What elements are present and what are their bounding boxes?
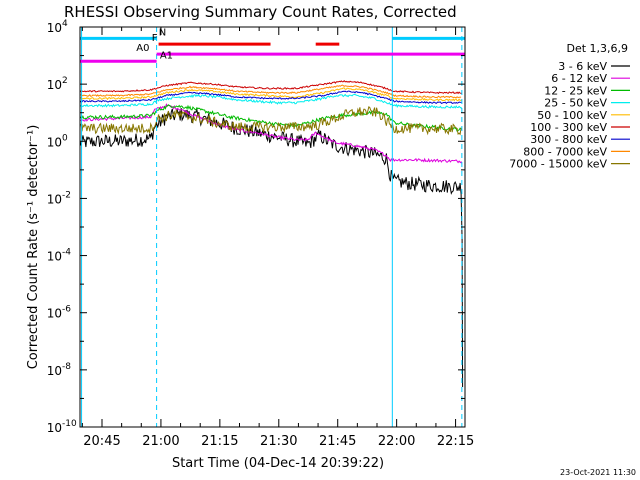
legend-label: 50 - 100 keV (537, 109, 607, 122)
status-label-n: N (159, 27, 166, 38)
time-markers (81, 27, 463, 427)
legend-label: 100 - 300 keV (530, 121, 607, 134)
legend-label: 800 - 7000 keV (523, 145, 607, 158)
status-label-f: F (152, 33, 158, 44)
series-line-6 (79, 90, 462, 105)
status-label-a1: A1 (160, 50, 173, 61)
legend-label: 300 - 800 keV (530, 133, 607, 146)
legend-label: 3 - 6 keV (558, 60, 607, 73)
plot-frame (79, 26, 466, 428)
legend-label: 12 - 25 keV (544, 84, 607, 97)
x-axis-label: Start Time (04-Dec-14 20:39:22) (172, 456, 384, 471)
x-tick-label: 20:45 (83, 434, 120, 449)
legend-title: Det 1,3,6,9 (566, 42, 628, 55)
date-stamp: 23-Oct-2021 11:30 (560, 468, 636, 477)
x-tick-label: 21:45 (319, 434, 356, 449)
x-tick-label: 22:00 (378, 434, 415, 449)
series-line-3 (79, 93, 462, 109)
series-line-7 (80, 84, 462, 99)
y-tick-label: 10 (47, 421, 62, 435)
y-tick-exponent: -4 (62, 248, 71, 258)
y-tick-exponent: -8 (62, 362, 71, 372)
axis-ticks (80, 26, 465, 428)
legend-label: 6 - 12 keV (551, 72, 607, 85)
legend-label: 25 - 50 keV (544, 97, 607, 110)
series-line-1 (79, 103, 462, 164)
y-tick-label: 10 (47, 21, 62, 35)
y-tick-label: 10 (47, 307, 62, 321)
series-line-8 (79, 106, 462, 136)
y-tick-exponent: 0 (62, 133, 68, 143)
x-tick-label: 22:15 (437, 434, 474, 449)
plot-area (79, 79, 464, 388)
series-line-4 (79, 87, 462, 102)
y-tick-label: 10 (47, 192, 62, 206)
y-tick-label: 10 (47, 78, 62, 92)
y-tick-exponent: 2 (62, 76, 68, 86)
y-tick-exponent: -10 (62, 419, 77, 429)
y-axis-label: Corrected Count Rate (s⁻¹ detector⁻¹) (26, 125, 41, 370)
y-tick-label: 10 (47, 364, 62, 378)
chart-title: RHESSI Observing Summary Count Rates, Co… (64, 3, 457, 21)
y-tick-label: 10 (47, 135, 62, 149)
x-tick-label: 21:15 (201, 434, 238, 449)
y-tick-exponent: 4 (62, 19, 68, 29)
y-tick-label: 10 (47, 250, 62, 264)
status-label-a0: A0 (136, 43, 149, 54)
y-tick-exponent: -6 (62, 305, 71, 315)
y-tick-exponent: -2 (62, 190, 71, 200)
x-tick-labels: 20:45 21:00 21:15 21:30 21:45 22:00 22:15 (83, 434, 474, 449)
series-line-0 (79, 107, 464, 388)
legend-label: 7000 - 15000 keV (509, 158, 607, 171)
series-line-5 (79, 79, 462, 95)
series-line-2 (79, 104, 462, 132)
x-tick-label: 21:30 (260, 434, 297, 449)
x-tick-label: 21:00 (142, 434, 179, 449)
